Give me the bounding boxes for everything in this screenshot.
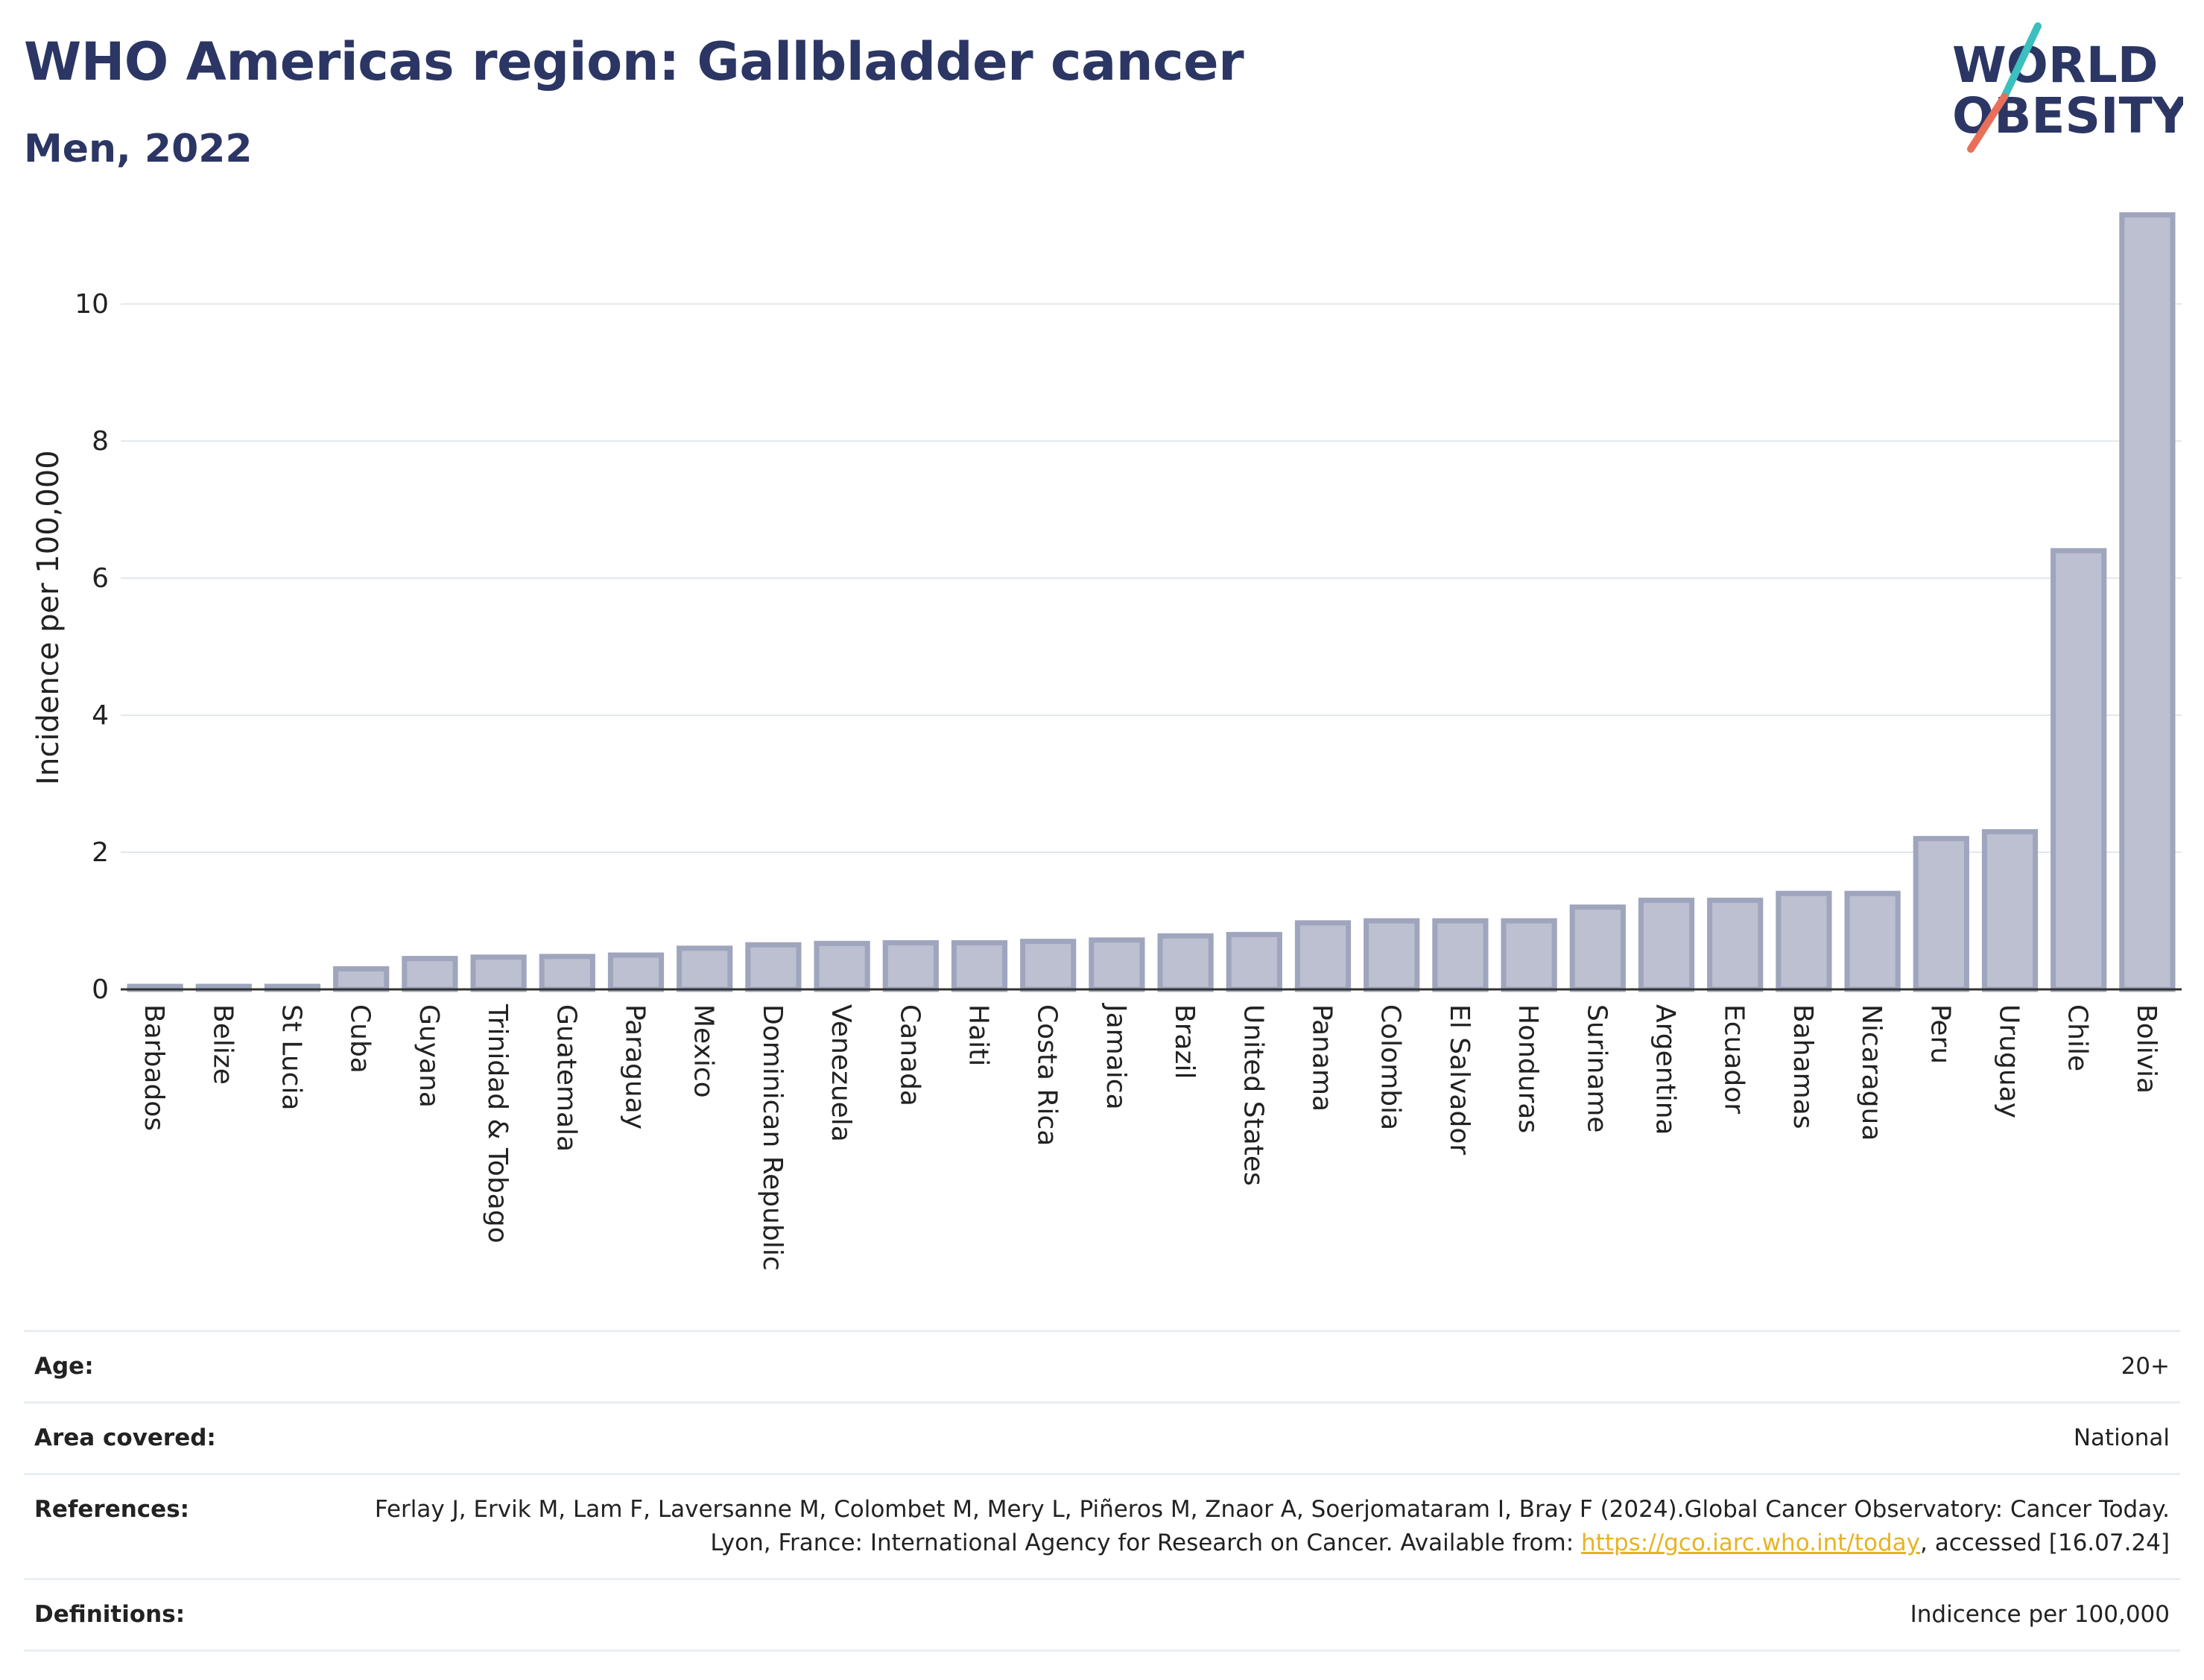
x-tick-label: Haiti — [963, 1004, 994, 1066]
x-tick-label: Brazil — [1169, 1004, 1200, 1079]
bar-venezuela — [814, 940, 870, 992]
x-tick-label: Bahamas — [1787, 1004, 1818, 1129]
x-tick-label: United States — [1238, 1004, 1268, 1186]
x-tick-label: Peru — [1925, 1004, 1955, 1064]
bar-guatemala — [539, 954, 595, 992]
x-tick-label: Jamaica — [1101, 1003, 1131, 1110]
definitions-value: Indicence per 100,000 — [1910, 1601, 2170, 1628]
x-tick-label: Argentina — [1650, 1004, 1681, 1135]
world-obesity-logo: WORLD OBESITY — [1952, 22, 2183, 153]
x-tick-label: Costa Rica — [1032, 1004, 1063, 1146]
bar-jamaica — [1089, 937, 1145, 992]
x-tick-label: Venezuela — [826, 1004, 856, 1142]
references-accessed: , accessed [16.07.24] — [1919, 1530, 2170, 1556]
logo-line2: OBESITY — [1952, 87, 2183, 145]
x-tick-label: Guyana — [414, 1004, 444, 1108]
area-label: Area covered: — [34, 1424, 216, 1451]
bar-canada — [882, 939, 939, 992]
bar-argentina — [1638, 897, 1695, 992]
bar-brazil — [1157, 933, 1214, 992]
x-tick-label: Panama — [1307, 1004, 1337, 1112]
logo-slash-bottom — [1967, 93, 2008, 153]
bar-dominican-republic — [745, 942, 802, 992]
references-link[interactable]: https://gco.iarc.who.int/today — [1581, 1530, 1920, 1556]
bar-panama — [1294, 920, 1352, 992]
x-tick-label: Honduras — [1513, 1004, 1543, 1133]
y-tick-label: 6 — [92, 563, 109, 594]
meta-row-definitions: Definitions: Indicence per 100,000 — [24, 1578, 2180, 1652]
chart-subtitle: Men, 2022 — [24, 127, 253, 171]
meta-row-area: Area covered: National — [24, 1401, 2180, 1473]
x-tick-label: Mexico — [688, 1004, 719, 1098]
bar-trinidad-tobago — [470, 954, 527, 992]
bar-mexico — [677, 945, 733, 992]
x-tick-label: Colombia — [1375, 1004, 1406, 1130]
x-tick-label: Cuba — [345, 1004, 376, 1074]
y-tick-label: 10 — [75, 289, 109, 320]
logo-slash-top — [2001, 22, 2042, 101]
references-label: References: — [34, 1496, 190, 1523]
x-tick-label: Suriname — [1581, 1004, 1612, 1133]
x-tick-label: Paraguay — [620, 1004, 650, 1129]
bar-haiti — [951, 939, 1008, 992]
y-tick-label: 0 — [92, 974, 109, 1005]
references-value: Ferlay J, Ervik M, Lam F, Laversanne M, … — [344, 1493, 2170, 1560]
age-label: Age: — [34, 1353, 94, 1380]
x-tick-label: Guatemala — [551, 1004, 581, 1152]
area-value: National — [2073, 1424, 2170, 1451]
x-tick-label: Trinidad & Tobago — [482, 1004, 513, 1243]
x-tick-label: Bolivia — [2131, 1004, 2162, 1094]
x-tick-label: El Salvador — [1444, 1004, 1475, 1155]
bar-united-states — [1226, 931, 1282, 992]
x-tick-label: Dominican Republic — [757, 1004, 788, 1271]
x-tick-label: Chile — [2062, 1004, 2093, 1071]
x-tick-label: St Lucia — [276, 1004, 307, 1111]
bar-ecuador — [1707, 897, 1764, 992]
bar-costa-rica — [1020, 939, 1077, 992]
references-text: Ferlay J, Ervik M, Lam F, Laversanne M, … — [374, 1496, 2170, 1556]
x-tick-label: Barbados — [139, 1004, 169, 1131]
chart-title: WHO Americas region: Gallbladder cancer — [24, 31, 1244, 92]
bar-honduras — [1501, 918, 1557, 992]
x-tick-label: Belize — [207, 1004, 238, 1085]
bar-nicaragua — [1844, 890, 1901, 992]
bar-chart: 0 2 4 6 8 10 Incidence per 100,000 Barbados Beli… — [31, 212, 2182, 1271]
logo-line1: WORLD — [1952, 37, 2159, 94]
x-tick-label: Nicaragua — [1856, 1004, 1887, 1141]
y-axis-label: Incidence per 100,000 — [31, 450, 66, 785]
metadata-table: Age: 20+ Area covered: National Referenc… — [24, 1330, 2180, 1652]
bar-paraguay — [607, 952, 665, 992]
x-tick-label: Canada — [894, 1004, 925, 1106]
bar-guyana — [402, 956, 458, 992]
x-tick-label: Uruguay — [1994, 1004, 2024, 1118]
bar-suriname — [1569, 904, 1626, 992]
bar-peru — [1913, 836, 1969, 992]
age-value: 20+ — [2121, 1353, 2170, 1380]
y-tick-label: 8 — [92, 426, 109, 457]
x-tick-label: Ecuador — [1719, 1004, 1749, 1114]
y-tick-label: 2 — [92, 837, 109, 868]
bar-chile — [2051, 548, 2107, 992]
bar-colombia — [1364, 918, 1420, 992]
bar-bahamas — [1776, 890, 1832, 992]
bar-cuba — [333, 966, 390, 992]
meta-row-age: Age: 20+ — [24, 1330, 2180, 1401]
bar-el-salvador — [1432, 918, 1489, 992]
bar-uruguay — [1981, 828, 2039, 992]
y-tick-label: 4 — [92, 700, 109, 731]
definitions-label: Definitions: — [34, 1601, 186, 1628]
bar-bolivia — [2119, 212, 2176, 992]
meta-row-references: References: Ferlay J, Ervik M, Lam F, La… — [24, 1473, 2180, 1578]
